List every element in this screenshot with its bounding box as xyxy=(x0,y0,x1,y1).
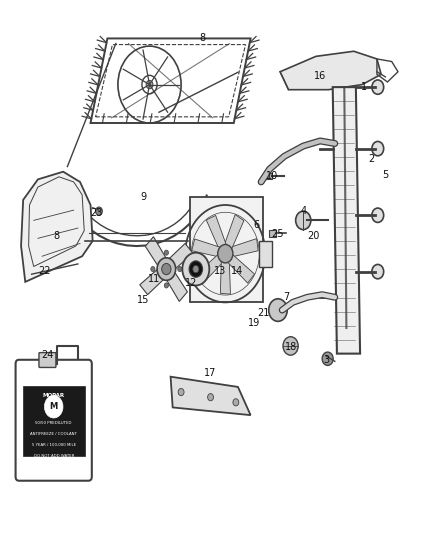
Polygon shape xyxy=(222,214,244,256)
Circle shape xyxy=(182,253,209,286)
Text: 17: 17 xyxy=(204,368,216,377)
Circle shape xyxy=(283,337,298,355)
Text: 7: 7 xyxy=(283,292,290,302)
Polygon shape xyxy=(21,172,93,282)
Text: 5 YEAR / 100,000 MILE: 5 YEAR / 100,000 MILE xyxy=(32,443,76,447)
Circle shape xyxy=(322,352,333,366)
Text: M: M xyxy=(49,402,58,411)
Text: 24: 24 xyxy=(42,350,54,360)
Text: 11: 11 xyxy=(148,274,160,284)
FancyBboxPatch shape xyxy=(268,230,276,237)
Polygon shape xyxy=(280,51,381,90)
Circle shape xyxy=(146,80,153,88)
FancyBboxPatch shape xyxy=(190,197,263,302)
Circle shape xyxy=(372,208,384,222)
Circle shape xyxy=(162,263,171,274)
Text: 23: 23 xyxy=(91,208,103,217)
Circle shape xyxy=(189,261,202,277)
Text: 9: 9 xyxy=(140,192,146,203)
Circle shape xyxy=(372,264,384,279)
Text: 50/50 PREDILUTED: 50/50 PREDILUTED xyxy=(35,421,72,424)
Text: 14: 14 xyxy=(231,265,243,276)
Text: 1: 1 xyxy=(361,82,367,92)
Polygon shape xyxy=(197,250,227,284)
Circle shape xyxy=(208,393,213,401)
Polygon shape xyxy=(225,239,258,259)
Circle shape xyxy=(193,265,199,273)
Text: 12: 12 xyxy=(185,278,198,288)
Text: 5: 5 xyxy=(382,170,389,180)
Text: MOPAR: MOPAR xyxy=(42,393,65,398)
FancyBboxPatch shape xyxy=(39,353,56,367)
Text: 6: 6 xyxy=(254,221,260,230)
Polygon shape xyxy=(192,239,226,258)
Circle shape xyxy=(178,266,182,272)
Circle shape xyxy=(233,399,239,406)
Circle shape xyxy=(164,250,169,255)
Text: 10: 10 xyxy=(265,171,278,181)
Text: 18: 18 xyxy=(285,342,297,352)
Text: 16: 16 xyxy=(314,71,326,81)
Text: 15: 15 xyxy=(137,295,149,305)
Polygon shape xyxy=(162,266,187,302)
Circle shape xyxy=(157,258,176,280)
Text: 19: 19 xyxy=(248,318,260,328)
Circle shape xyxy=(296,211,311,230)
Circle shape xyxy=(372,80,384,94)
Circle shape xyxy=(178,389,184,395)
Circle shape xyxy=(268,299,287,321)
Polygon shape xyxy=(333,87,360,353)
Text: 3: 3 xyxy=(324,355,330,365)
Text: 20: 20 xyxy=(307,231,320,241)
Text: ANTIFREEZE / COOLANT: ANTIFREEZE / COOLANT xyxy=(30,432,77,436)
Circle shape xyxy=(151,266,155,272)
Circle shape xyxy=(164,283,169,288)
FancyBboxPatch shape xyxy=(16,360,92,481)
Text: 13: 13 xyxy=(214,265,226,276)
Text: 8: 8 xyxy=(54,231,60,241)
Circle shape xyxy=(44,395,63,418)
Text: 22: 22 xyxy=(38,265,50,276)
Text: 4: 4 xyxy=(300,206,306,216)
Polygon shape xyxy=(220,253,230,294)
Text: 8: 8 xyxy=(199,34,205,43)
FancyBboxPatch shape xyxy=(23,386,85,456)
Circle shape xyxy=(218,245,233,263)
Polygon shape xyxy=(145,237,171,272)
Polygon shape xyxy=(223,251,254,283)
Polygon shape xyxy=(170,377,251,415)
Polygon shape xyxy=(206,215,229,255)
Circle shape xyxy=(95,207,102,215)
FancyBboxPatch shape xyxy=(259,241,272,266)
Text: DO NOT ADD WATER: DO NOT ADD WATER xyxy=(34,454,74,458)
Text: 21: 21 xyxy=(257,308,269,318)
Circle shape xyxy=(372,141,384,156)
Text: 2: 2 xyxy=(368,154,374,164)
Polygon shape xyxy=(164,244,193,274)
FancyBboxPatch shape xyxy=(265,173,272,180)
Polygon shape xyxy=(140,264,169,295)
Text: 25: 25 xyxy=(271,229,283,239)
